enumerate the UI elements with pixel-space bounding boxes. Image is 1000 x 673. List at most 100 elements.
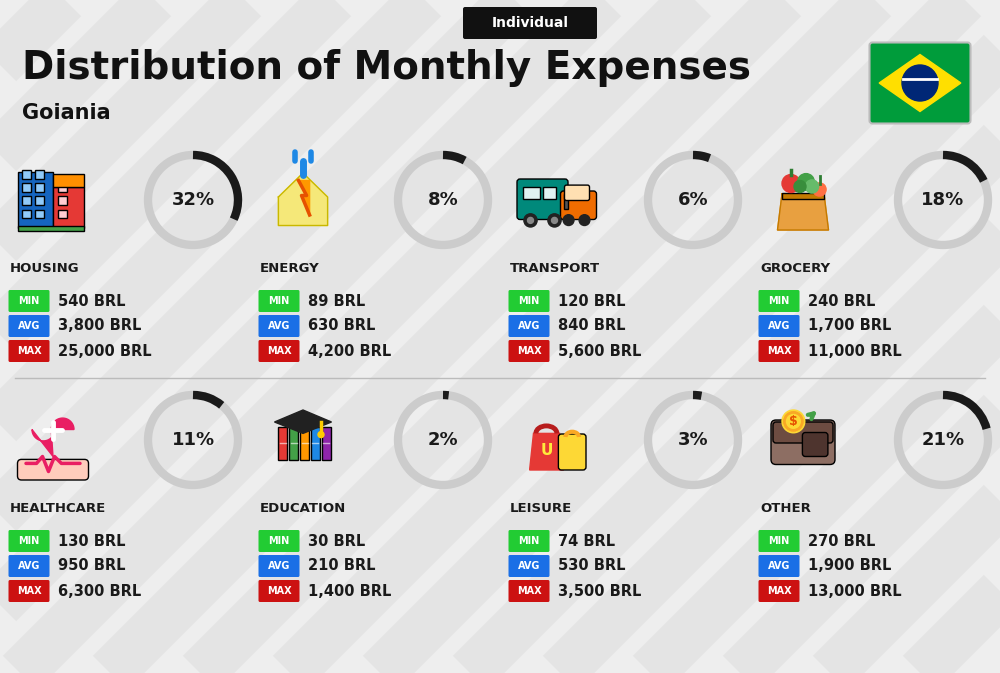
Text: 6,300 BRL: 6,300 BRL <box>58 583 141 598</box>
Text: $: $ <box>789 415 798 428</box>
FancyBboxPatch shape <box>542 187 556 199</box>
Text: 3,500 BRL: 3,500 BRL <box>558 583 641 598</box>
Polygon shape <box>530 433 564 470</box>
FancyBboxPatch shape <box>8 290 50 312</box>
FancyBboxPatch shape <box>782 193 824 199</box>
FancyBboxPatch shape <box>509 555 550 577</box>
FancyBboxPatch shape <box>35 197 44 205</box>
Circle shape <box>579 215 590 225</box>
Circle shape <box>528 217 534 223</box>
Text: 11,000 BRL: 11,000 BRL <box>808 343 902 359</box>
Text: 240 BRL: 240 BRL <box>808 293 875 308</box>
FancyBboxPatch shape <box>58 183 67 192</box>
FancyBboxPatch shape <box>22 209 31 218</box>
Circle shape <box>813 183 826 196</box>
Polygon shape <box>879 55 961 112</box>
FancyBboxPatch shape <box>322 427 331 460</box>
Text: 8%: 8% <box>428 191 458 209</box>
Text: ENERGY: ENERGY <box>260 262 320 275</box>
Text: 270 BRL: 270 BRL <box>808 534 875 548</box>
Circle shape <box>798 174 814 190</box>
FancyBboxPatch shape <box>564 194 568 209</box>
Text: 630 BRL: 630 BRL <box>308 318 375 334</box>
Text: TRANSPORT: TRANSPORT <box>510 262 600 275</box>
Circle shape <box>805 180 819 193</box>
Text: MAX: MAX <box>767 586 791 596</box>
Text: 11%: 11% <box>171 431 215 449</box>
FancyBboxPatch shape <box>35 183 44 192</box>
FancyBboxPatch shape <box>22 170 31 178</box>
Polygon shape <box>778 194 828 230</box>
FancyBboxPatch shape <box>18 460 88 480</box>
FancyBboxPatch shape <box>564 185 590 201</box>
FancyBboxPatch shape <box>759 530 800 552</box>
FancyBboxPatch shape <box>53 174 84 187</box>
FancyBboxPatch shape <box>22 197 31 205</box>
Circle shape <box>782 410 805 433</box>
Polygon shape <box>298 180 310 215</box>
Text: AVG: AVG <box>768 321 790 331</box>
FancyBboxPatch shape <box>53 187 84 228</box>
FancyBboxPatch shape <box>58 197 67 205</box>
Text: OTHER: OTHER <box>760 501 811 514</box>
FancyBboxPatch shape <box>509 340 550 362</box>
Text: MIN: MIN <box>18 296 40 306</box>
Text: 530 BRL: 530 BRL <box>558 559 626 573</box>
FancyBboxPatch shape <box>18 172 53 228</box>
Text: MAX: MAX <box>517 586 541 596</box>
FancyBboxPatch shape <box>759 340 800 362</box>
Circle shape <box>794 180 806 192</box>
Text: 210 BRL: 210 BRL <box>308 559 376 573</box>
Text: 3%: 3% <box>678 431 708 449</box>
Text: MIN: MIN <box>768 536 790 546</box>
Text: HEALTHCARE: HEALTHCARE <box>10 501 106 514</box>
Text: 13,000 BRL: 13,000 BRL <box>808 583 902 598</box>
Text: MAX: MAX <box>267 346 291 356</box>
Text: 120 BRL: 120 BRL <box>558 293 626 308</box>
FancyBboxPatch shape <box>509 290 550 312</box>
FancyBboxPatch shape <box>759 315 800 337</box>
FancyBboxPatch shape <box>289 427 298 460</box>
Text: 1,400 BRL: 1,400 BRL <box>308 583 391 598</box>
Text: 3,800 BRL: 3,800 BRL <box>58 318 141 334</box>
FancyBboxPatch shape <box>258 530 300 552</box>
Text: 25,000 BRL: 25,000 BRL <box>58 343 152 359</box>
Text: MIN: MIN <box>518 536 540 546</box>
Text: Goiania: Goiania <box>22 103 111 123</box>
Circle shape <box>782 174 800 192</box>
Text: 5,600 BRL: 5,600 BRL <box>558 343 641 359</box>
FancyBboxPatch shape <box>759 555 800 577</box>
Circle shape <box>548 214 561 227</box>
Text: MIN: MIN <box>18 536 40 546</box>
Text: 21%: 21% <box>921 431 965 449</box>
Text: 32%: 32% <box>171 191 215 209</box>
Polygon shape <box>32 418 74 456</box>
Text: MIN: MIN <box>518 296 540 306</box>
FancyBboxPatch shape <box>759 290 800 312</box>
Text: 540 BRL: 540 BRL <box>58 293 126 308</box>
FancyBboxPatch shape <box>311 427 320 460</box>
FancyBboxPatch shape <box>278 427 287 460</box>
Text: Individual: Individual <box>492 16 568 30</box>
FancyBboxPatch shape <box>8 340 50 362</box>
FancyBboxPatch shape <box>558 434 586 470</box>
Text: 4,200 BRL: 4,200 BRL <box>308 343 391 359</box>
FancyBboxPatch shape <box>759 580 800 602</box>
FancyBboxPatch shape <box>802 433 828 456</box>
Text: MIN: MIN <box>268 536 290 546</box>
Text: EDUCATION: EDUCATION <box>260 501 346 514</box>
Circle shape <box>563 215 574 225</box>
FancyBboxPatch shape <box>258 580 300 602</box>
FancyBboxPatch shape <box>18 226 84 232</box>
Text: AVG: AVG <box>768 561 790 571</box>
Text: MAX: MAX <box>17 346 41 356</box>
FancyBboxPatch shape <box>35 209 44 218</box>
FancyBboxPatch shape <box>509 315 550 337</box>
Circle shape <box>902 65 938 101</box>
Text: AVG: AVG <box>268 561 290 571</box>
Text: Distribution of Monthly Expenses: Distribution of Monthly Expenses <box>22 49 751 87</box>
Text: 89 BRL: 89 BRL <box>308 293 365 308</box>
Text: 2%: 2% <box>428 431 458 449</box>
FancyBboxPatch shape <box>22 183 31 192</box>
FancyBboxPatch shape <box>288 419 318 425</box>
